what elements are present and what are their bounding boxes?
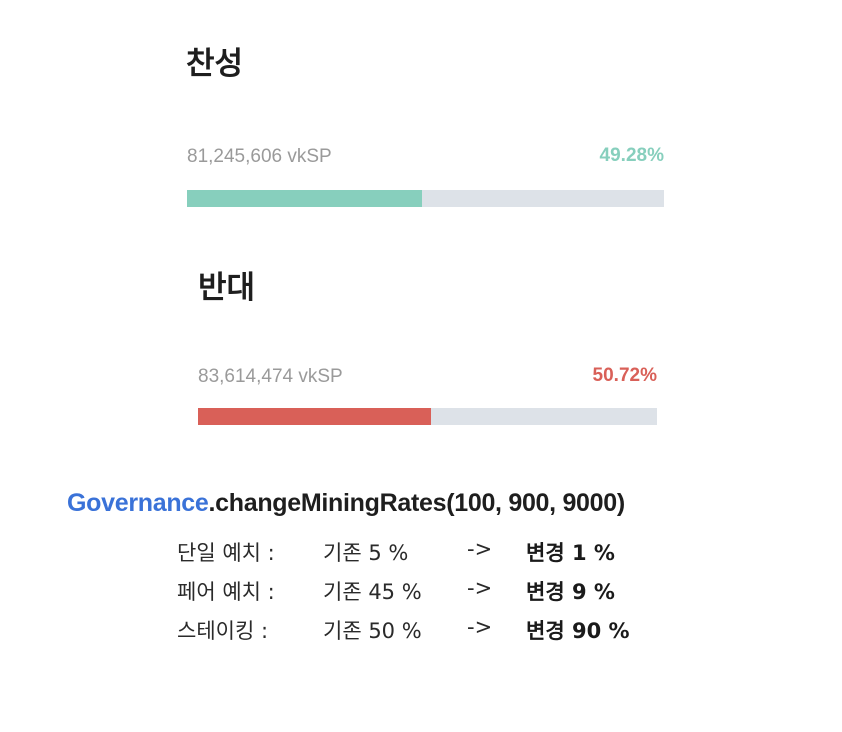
proposal-call: Governance.changeMiningRates(100, 900, 9… bbox=[67, 489, 625, 518]
for-progress-fill bbox=[187, 190, 423, 207]
rate-arrow: -> bbox=[467, 576, 493, 600]
against-amount: 83,614,474 vkSP bbox=[198, 366, 343, 387]
rate-new: 변경 90 % bbox=[526, 619, 630, 643]
for-percent: 49.28% bbox=[599, 145, 664, 166]
rate-new: 변경 9 % bbox=[526, 580, 615, 604]
against-progress-fill bbox=[198, 408, 431, 425]
rate-arrow: -> bbox=[467, 615, 493, 639]
for-heading: 찬성 bbox=[186, 46, 244, 82]
rate-old: 기존 45 % bbox=[323, 580, 422, 604]
rate-old: 기존 50 % bbox=[323, 619, 422, 643]
proposal-call-object: Governance bbox=[67, 489, 209, 517]
rate-label: 단일 예치 : bbox=[177, 541, 275, 565]
rate-old: 기존 5 % bbox=[323, 541, 409, 565]
against-percent: 50.72% bbox=[592, 365, 657, 386]
rate-arrow: -> bbox=[467, 537, 493, 561]
proposal-call-method: .changeMiningRates(100, 900, 9000) bbox=[208, 489, 626, 517]
for-amount: 81,245,606 vkSP bbox=[187, 146, 332, 167]
against-progress-bar bbox=[198, 408, 657, 425]
rate-label: 스테이킹 : bbox=[177, 619, 269, 643]
rate-new: 변경 1 % bbox=[526, 541, 615, 565]
rate-label: 페어 예치 : bbox=[177, 580, 275, 604]
for-progress-bar bbox=[187, 190, 664, 207]
against-heading: 반대 bbox=[198, 270, 256, 306]
